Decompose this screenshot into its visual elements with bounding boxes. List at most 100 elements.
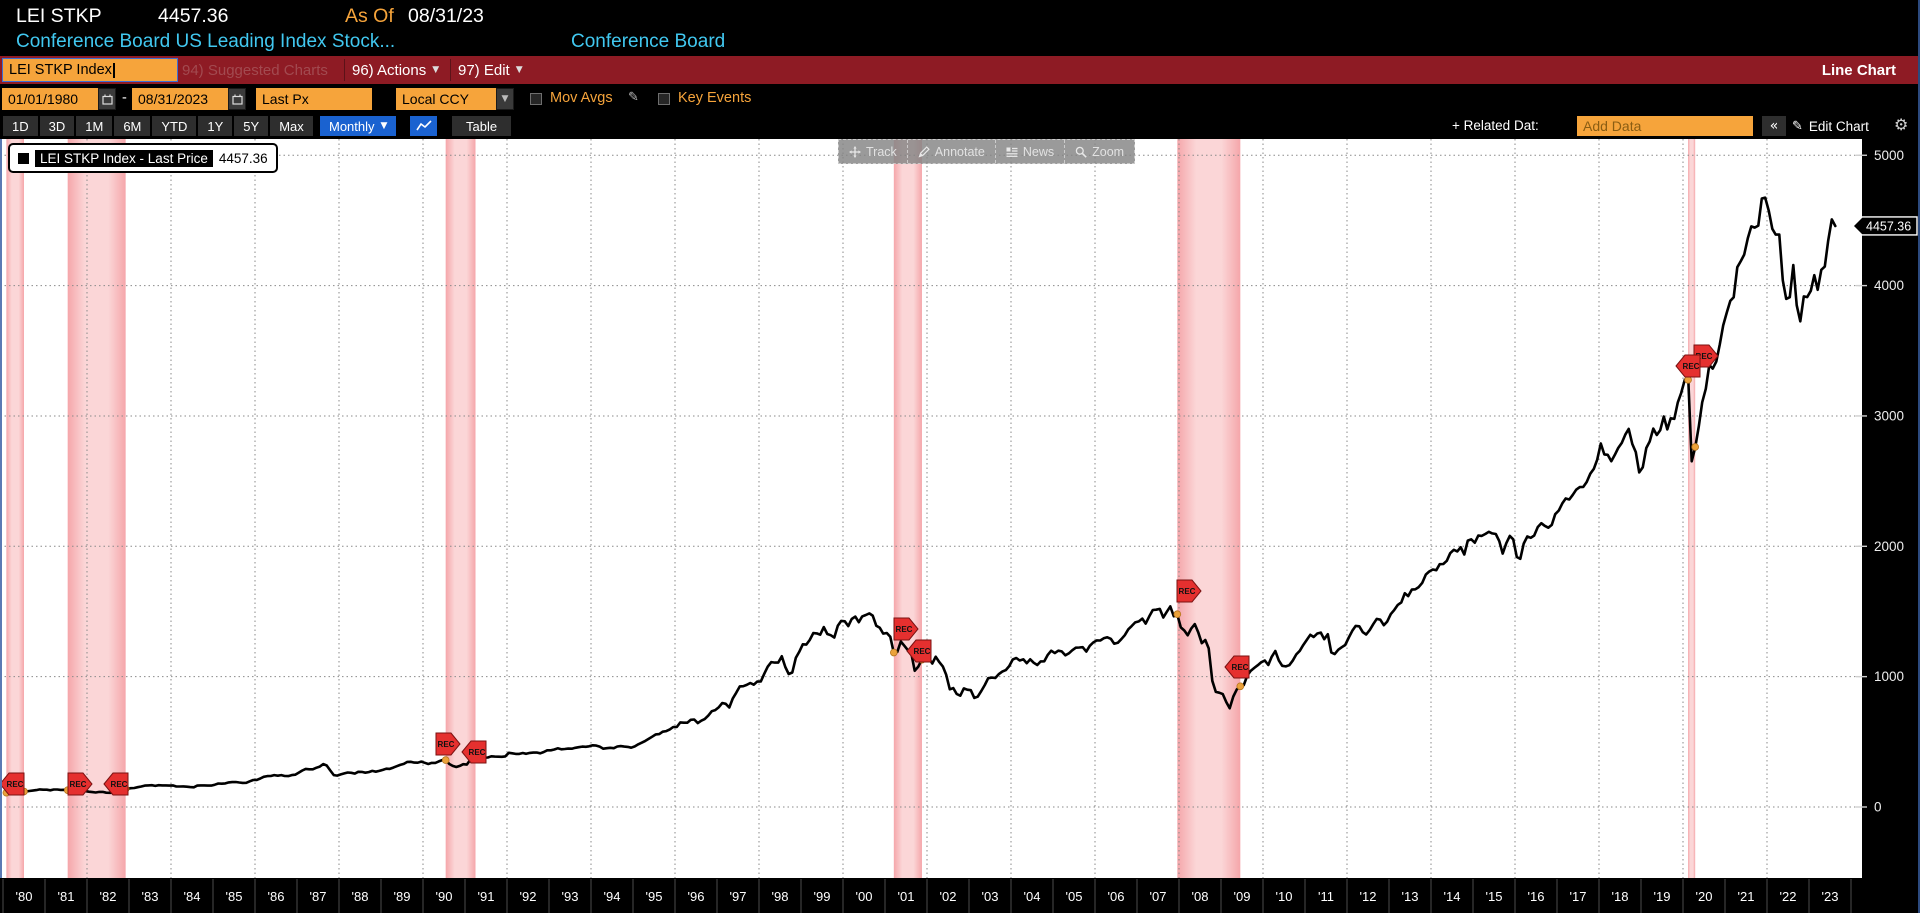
- ticker-search-input[interactable]: LEI STKP Index: [2, 58, 178, 82]
- recession-event-dot: [890, 648, 898, 657]
- recession-marker-label: REC: [1232, 663, 1249, 672]
- recession-marker[interactable]: [0, 772, 25, 796]
- related-data-text: Related Dat:: [1463, 118, 1539, 133]
- collapse-panel-button[interactable]: «: [1762, 116, 1786, 136]
- period-button-max[interactable]: Max: [270, 116, 313, 136]
- period-button-3d[interactable]: 3D: [39, 116, 75, 136]
- recession-marker[interactable]: [1224, 655, 1250, 679]
- key-events-checkbox[interactable]: [658, 93, 670, 105]
- recession-marker[interactable]: [67, 772, 93, 796]
- chart-tool-track[interactable]: Track: [839, 140, 907, 163]
- chart-legend[interactable]: LEI STKP Index - Last Price 4457.36: [8, 143, 278, 173]
- period-button-5y[interactable]: 5Y: [234, 116, 269, 136]
- recession-band: [1177, 139, 1241, 878]
- x-axis-label: '91: [478, 889, 495, 904]
- recession-marker-label: REC: [896, 625, 913, 634]
- date-to-field[interactable]: 08/31/2023: [132, 88, 228, 110]
- series-last-value: 4457.36: [218, 150, 268, 166]
- x-axis-label: '90: [436, 889, 453, 904]
- chart-tool-zoom[interactable]: Zoom: [1064, 140, 1134, 163]
- chart-tool-label: Annotate: [934, 144, 985, 159]
- chevron-down-icon: ▼: [515, 65, 523, 75]
- add-data-input[interactable]: Add Data: [1577, 116, 1753, 136]
- x-axis-label: '12: [1360, 889, 1377, 904]
- x-axis-strip: [0, 878, 1920, 913]
- recession-band: [445, 139, 476, 878]
- menu-actions[interactable]: 96) Actions ▼: [352, 56, 439, 84]
- x-axis-label: '14: [1444, 889, 1461, 904]
- x-axis-label: '82: [100, 889, 117, 904]
- panel-border: [1918, 0, 1920, 913]
- chevron-down-icon: ▼: [501, 94, 509, 104]
- pencil-icon[interactable]: ✎: [628, 90, 639, 105]
- frequency-select[interactable]: Monthly ▼: [320, 116, 397, 136]
- mov-avgs-label: Mov Avgs: [550, 90, 613, 106]
- recession-band: [1688, 139, 1696, 878]
- security-description-row: Conference Board US Leading Index Stock.…: [0, 30, 1920, 56]
- menu-bar: LEI STKP Index 94) Suggested Charts 96) …: [0, 56, 1920, 84]
- chevron-down-icon: ▼: [380, 121, 388, 131]
- gear-icon[interactable]: ⚙: [1894, 115, 1909, 134]
- x-axis-label: '09: [1234, 889, 1251, 904]
- mov-avgs-checkbox[interactable]: [530, 93, 542, 105]
- period-button-1y[interactable]: 1Y: [198, 116, 233, 136]
- x-axis-label: '94: [604, 889, 621, 904]
- security-ticker: LEI STKP: [16, 5, 102, 27]
- recession-marker[interactable]: [461, 740, 487, 764]
- x-axis-label: '01: [898, 889, 915, 904]
- chart-view-label: Line Chart: [1821, 61, 1896, 79]
- x-axis-label: '85: [226, 889, 243, 904]
- currency-select[interactable]: Local CCY: [396, 88, 496, 110]
- recession-marker[interactable]: [906, 639, 932, 663]
- recession-marker-label: REC: [70, 780, 87, 789]
- chevron-down-icon: ▼: [432, 65, 440, 75]
- x-axis-label: '13: [1402, 889, 1419, 904]
- recession-marker[interactable]: [435, 732, 461, 756]
- x-axis-label: '02: [940, 889, 957, 904]
- x-axis-label: '83: [142, 889, 159, 904]
- menu-suggested-charts[interactable]: 94) Suggested Charts: [182, 61, 328, 79]
- recession-marker[interactable]: [103, 772, 129, 796]
- period-button-1d[interactable]: 1D: [3, 116, 38, 136]
- period-button-ytd[interactable]: YTD: [152, 116, 197, 136]
- x-axis-label: '88: [352, 889, 369, 904]
- x-axis-label: '11: [1318, 889, 1334, 904]
- x-axis-label: '87: [310, 889, 327, 904]
- table-button[interactable]: Table: [452, 116, 512, 136]
- last-price-tag-value: 4457.36: [1866, 219, 1911, 233]
- x-axis-label: '16: [1528, 889, 1545, 904]
- line-chart-type-button[interactable]: [410, 116, 437, 136]
- recession-event-dot: [1236, 682, 1245, 691]
- price-field-select[interactable]: Last Px: [256, 88, 372, 110]
- recession-marker-label: REC: [469, 748, 486, 757]
- y-axis-label: 4000: [1874, 278, 1904, 293]
- x-axis-label: '19: [1654, 889, 1671, 904]
- menu-edit[interactable]: 97) Edit ▼: [458, 56, 523, 84]
- period-button-6m[interactable]: 6M: [114, 116, 151, 136]
- x-axis-label: '92: [520, 889, 537, 904]
- recession-event-dot: [441, 756, 450, 764]
- recession-marker[interactable]: [893, 617, 919, 641]
- ticker-input-text: LEI STKP Index: [9, 62, 112, 78]
- recession-marker[interactable]: [1675, 354, 1701, 378]
- as-of-date: 08/31/23: [408, 5, 484, 27]
- x-axis-label: '22: [1780, 889, 1797, 904]
- series-swatch: [18, 152, 29, 164]
- last-price-tag: [1852, 216, 1918, 236]
- period-button-1m[interactable]: 1M: [76, 116, 113, 136]
- calendar-icon[interactable]: [228, 88, 246, 110]
- x-axis-label: '08: [1192, 889, 1209, 904]
- plot-area[interactable]: [0, 139, 1862, 878]
- edit-chart-button[interactable]: ✎ Edit Chart: [1792, 116, 1869, 136]
- controls-row: 01/01/1980 - 08/31/2023 Last Px Local CC…: [0, 86, 1920, 112]
- calendar-icon[interactable]: [98, 88, 116, 110]
- plus-icon: +: [1452, 118, 1460, 133]
- date-from-field[interactable]: 01/01/1980: [2, 88, 98, 110]
- currency-dropdown-button[interactable]: ▼: [496, 88, 514, 110]
- menu-separator: [450, 59, 451, 81]
- series-label: LEI STKP Index - Last Price: [35, 149, 213, 167]
- recession-marker[interactable]: [1176, 579, 1202, 603]
- chart-tool-news[interactable]: News: [994, 140, 1064, 163]
- chart-tool-annotate[interactable]: Annotate: [906, 140, 995, 163]
